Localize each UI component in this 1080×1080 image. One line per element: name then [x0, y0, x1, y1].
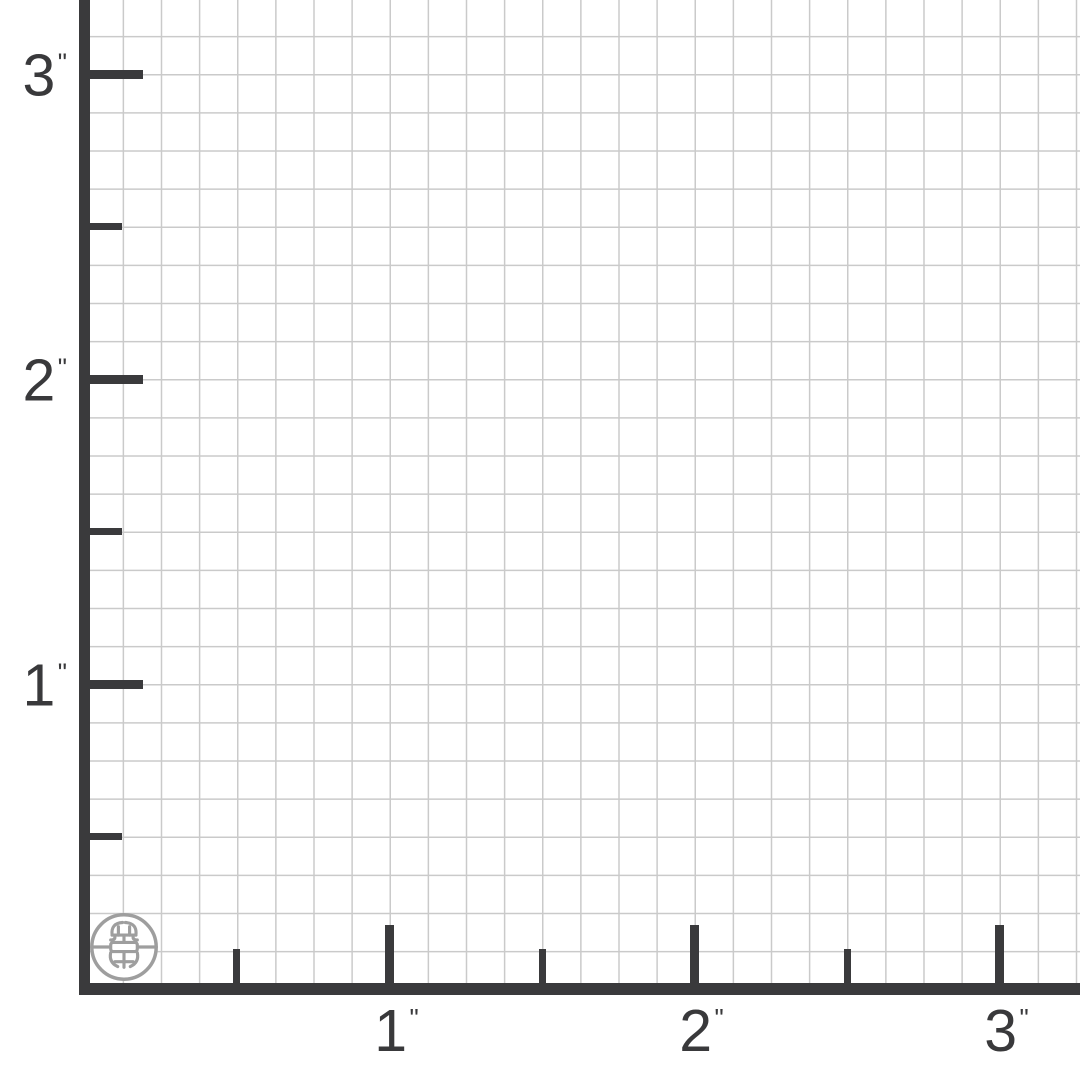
- inch-mark: ": [1019, 1003, 1030, 1033]
- x-axis-label-2-inch-value: 2: [679, 998, 713, 1064]
- inch-mark: ": [57, 657, 68, 688]
- y-axis-label-1-inch-value: 1: [22, 652, 56, 719]
- x-axis-line: [79, 983, 1080, 995]
- x-axis-label-1-inch: 1": [374, 1002, 420, 1061]
- x-axis-label-1-inch-value: 1: [374, 998, 408, 1064]
- x-axis-minor-tick-0p5in: [233, 949, 240, 985]
- x-axis-minor-tick-1p5in: [539, 949, 546, 985]
- y-axis-label-1-inch: 1": [0, 656, 68, 716]
- y-axis-minor-tick-0p5in: [83, 833, 122, 840]
- x-axis-label-3-inch-value: 3: [984, 998, 1018, 1064]
- inch-mark: ": [714, 1003, 725, 1033]
- y-axis-label-3-inch-value: 3: [22, 42, 56, 109]
- y-axis-major-tick-1in: [83, 680, 143, 689]
- y-axis-minor-tick-1p5in: [83, 528, 122, 535]
- y-axis-line: [79, 0, 90, 995]
- y-axis-label-2-inch: 2": [0, 351, 68, 411]
- x-axis-label-2-inch: 2": [679, 1002, 725, 1061]
- x-axis-major-tick-1in: [385, 925, 394, 985]
- inch-mark: ": [57, 352, 68, 383]
- x-axis-major-tick-3in: [995, 925, 1004, 985]
- inch-mark: ": [409, 1003, 420, 1033]
- x-axis-major-tick-2in: [690, 925, 699, 985]
- y-axis-minor-tick-2p5in: [83, 223, 122, 230]
- y-axis-label-3-inch: 3": [0, 46, 68, 106]
- y-axis-major-tick-2in: [83, 375, 143, 384]
- y-axis-label-2-inch-value: 2: [22, 347, 56, 414]
- x-axis-minor-tick-2p5in: [844, 949, 851, 985]
- graph-paper-grid: [84, 0, 1080, 983]
- shou-longevity-seal-logo: [90, 913, 158, 981]
- inch-mark: ": [57, 47, 68, 78]
- y-axis-major-tick-3in: [83, 70, 143, 79]
- x-axis-label-3-inch: 3": [984, 1002, 1030, 1061]
